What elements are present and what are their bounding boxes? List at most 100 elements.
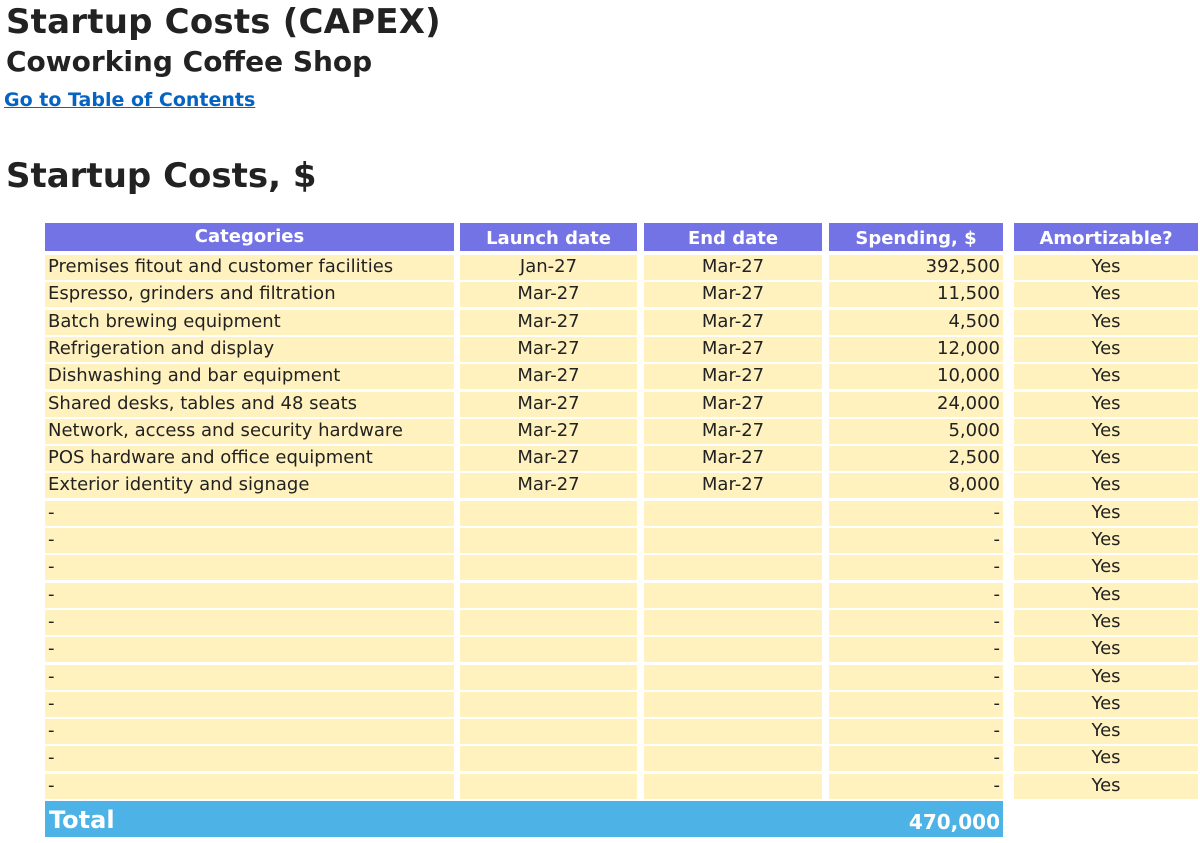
cell-end-date[interactable] [644, 501, 822, 526]
cell-category[interactable]: Batch brewing equipment [45, 310, 454, 335]
cell-amortizable[interactable]: Yes [1014, 583, 1198, 608]
cell-spending[interactable]: 12,000 [829, 337, 1003, 362]
cell-amortizable[interactable]: Yes [1014, 282, 1198, 307]
cell-end-date[interactable] [644, 746, 822, 771]
cell-end-date[interactable]: Mar-27 [644, 473, 822, 498]
cell-launch-date[interactable] [460, 637, 637, 662]
cell-category[interactable]: Exterior identity and signage [45, 473, 454, 498]
cell-category[interactable]: Network, access and security hardware [45, 419, 454, 444]
cell-category[interactable]: - [45, 719, 454, 744]
cell-launch-date[interactable]: Mar-27 [460, 392, 637, 417]
cell-end-date[interactable] [644, 528, 822, 553]
cell-spending[interactable]: - [829, 665, 1003, 690]
cell-category[interactable]: Dishwashing and bar equipment [45, 364, 454, 389]
cell-amortizable[interactable]: Yes [1014, 610, 1198, 635]
cell-category[interactable]: - [45, 583, 454, 608]
cell-end-date[interactable] [644, 637, 822, 662]
cell-spending[interactable]: - [829, 501, 1003, 526]
cell-spending[interactable]: - [829, 746, 1003, 771]
cell-category[interactable]: - [45, 637, 454, 662]
cell-category[interactable]: - [45, 746, 454, 771]
cell-spending[interactable]: 24,000 [829, 392, 1003, 417]
cell-category[interactable]: - [45, 555, 454, 580]
cell-launch-date[interactable] [460, 528, 637, 553]
cell-launch-date[interactable] [460, 583, 637, 608]
cell-launch-date[interactable] [460, 774, 637, 799]
cell-category[interactable]: POS hardware and office equipment [45, 446, 454, 471]
cell-category[interactable]: Espresso, grinders and filtration [45, 282, 454, 307]
toc-link[interactable]: Go to Table of Contents [4, 89, 256, 111]
cell-end-date[interactable] [644, 610, 822, 635]
cell-spending[interactable]: 392,500 [829, 255, 1003, 280]
cell-launch-date[interactable]: Mar-27 [460, 473, 637, 498]
cell-amortizable[interactable]: Yes [1014, 555, 1198, 580]
cell-amortizable[interactable]: Yes [1014, 637, 1198, 662]
cell-end-date[interactable] [644, 665, 822, 690]
cell-category[interactable]: - [45, 528, 454, 553]
cell-amortizable[interactable]: Yes [1014, 473, 1198, 498]
cell-end-date[interactable]: Mar-27 [644, 337, 822, 362]
cell-amortizable[interactable]: Yes [1014, 337, 1198, 362]
cell-amortizable[interactable]: Yes [1014, 255, 1198, 280]
cell-launch-date[interactable]: Mar-27 [460, 282, 637, 307]
cell-category[interactable]: - [45, 501, 454, 526]
cell-end-date[interactable] [644, 692, 822, 717]
cell-spending[interactable]: 4,500 [829, 310, 1003, 335]
cell-end-date[interactable] [644, 774, 822, 799]
cell-end-date[interactable]: Mar-27 [644, 364, 822, 389]
cell-launch-date[interactable] [460, 501, 637, 526]
cell-amortizable[interactable]: Yes [1014, 665, 1198, 690]
cell-end-date[interactable]: Mar-27 [644, 446, 822, 471]
cell-launch-date[interactable] [460, 665, 637, 690]
cell-launch-date[interactable]: Jan-27 [460, 255, 637, 280]
cell-end-date[interactable] [644, 719, 822, 744]
cell-category[interactable]: - [45, 692, 454, 717]
cell-spending[interactable]: 10,000 [829, 364, 1003, 389]
cell-end-date[interactable] [644, 583, 822, 608]
cell-launch-date[interactable] [460, 692, 637, 717]
cell-spending[interactable]: - [829, 719, 1003, 744]
cell-end-date[interactable]: Mar-27 [644, 419, 822, 444]
cell-spending[interactable]: 5,000 [829, 419, 1003, 444]
cell-spending[interactable]: - [829, 583, 1003, 608]
cell-amortizable[interactable]: Yes [1014, 446, 1198, 471]
cell-launch-date[interactable]: Mar-27 [460, 364, 637, 389]
cell-amortizable[interactable]: Yes [1014, 746, 1198, 771]
cell-amortizable[interactable]: Yes [1014, 392, 1198, 417]
cell-amortizable[interactable]: Yes [1014, 528, 1198, 553]
cell-spending[interactable]: - [829, 774, 1003, 799]
cell-category[interactable]: - [45, 774, 454, 799]
cell-category[interactable]: Shared desks, tables and 48 seats [45, 392, 454, 417]
cell-launch-date[interactable]: Mar-27 [460, 337, 637, 362]
cell-category[interactable]: Premises fitout and customer facilities [45, 255, 454, 280]
cell-end-date[interactable]: Mar-27 [644, 282, 822, 307]
cell-launch-date[interactable] [460, 555, 637, 580]
cell-amortizable[interactable]: Yes [1014, 419, 1198, 444]
cell-launch-date[interactable]: Mar-27 [460, 310, 637, 335]
cell-end-date[interactable] [644, 555, 822, 580]
cell-launch-date[interactable]: Mar-27 [460, 446, 637, 471]
cell-category[interactable]: - [45, 665, 454, 690]
cell-spending[interactable]: - [829, 610, 1003, 635]
cell-spending[interactable]: 8,000 [829, 473, 1003, 498]
cell-category[interactable]: Refrigeration and display [45, 337, 454, 362]
cell-launch-date[interactable] [460, 610, 637, 635]
cell-spending[interactable]: - [829, 692, 1003, 717]
cell-spending[interactable]: 11,500 [829, 282, 1003, 307]
cell-amortizable[interactable]: Yes [1014, 719, 1198, 744]
cell-end-date[interactable]: Mar-27 [644, 310, 822, 335]
cell-launch-date[interactable] [460, 719, 637, 744]
cell-spending[interactable]: - [829, 528, 1003, 553]
cell-amortizable[interactable]: Yes [1014, 774, 1198, 799]
cell-amortizable[interactable]: Yes [1014, 501, 1198, 526]
cell-end-date[interactable]: Mar-27 [644, 392, 822, 417]
cell-launch-date[interactable] [460, 746, 637, 771]
cell-amortizable[interactable]: Yes [1014, 364, 1198, 389]
cell-amortizable[interactable]: Yes [1014, 692, 1198, 717]
cell-amortizable[interactable]: Yes [1014, 310, 1198, 335]
cell-category[interactable]: - [45, 610, 454, 635]
cell-spending[interactable]: - [829, 637, 1003, 662]
cell-launch-date[interactable]: Mar-27 [460, 419, 637, 444]
cell-spending[interactable]: 2,500 [829, 446, 1003, 471]
cell-spending[interactable]: - [829, 555, 1003, 580]
